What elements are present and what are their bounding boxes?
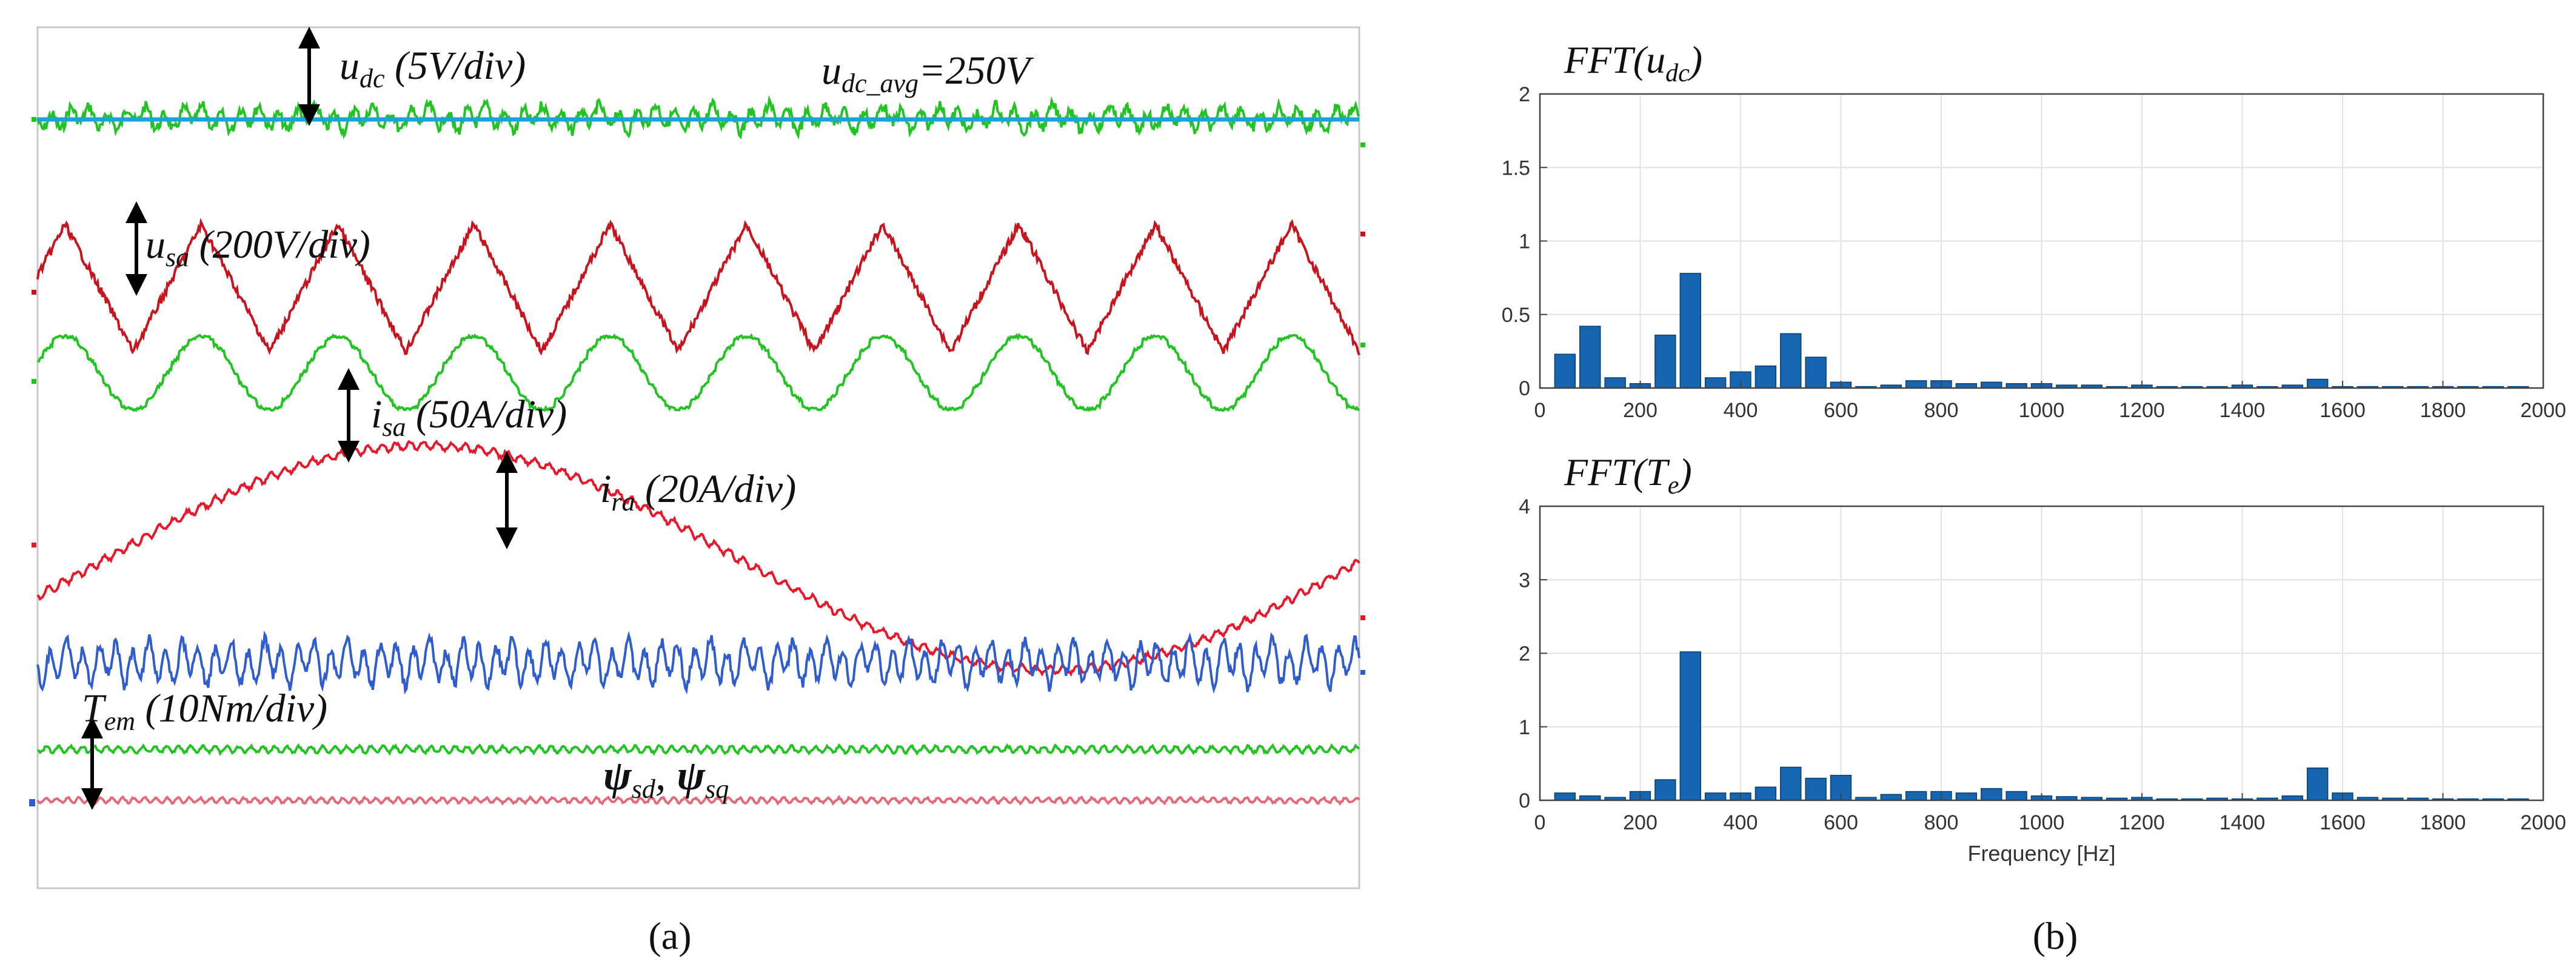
x-tick-label: 1600 bbox=[2320, 399, 2366, 422]
fft-bar bbox=[1905, 380, 1927, 389]
fft-bar bbox=[1554, 792, 1576, 801]
fft-bar bbox=[1955, 792, 1978, 801]
scope-edge-marker bbox=[1360, 670, 1365, 675]
chart-title: FFT(udc) bbox=[1564, 38, 1702, 87]
x-tick-label: 400 bbox=[1724, 399, 1758, 422]
x-tick-label: 1400 bbox=[2220, 399, 2266, 422]
x-tick-label: 1600 bbox=[2320, 811, 2366, 834]
y-tick-label: 3 bbox=[1519, 569, 1530, 592]
x-tick-label: 800 bbox=[1924, 399, 1959, 422]
oscilloscope-panel: udc (5V/div) udc_avg=250V usa (200V/div)… bbox=[29, 26, 1365, 957]
ira-trace bbox=[36, 440, 1360, 677]
y-tick-label: 1.5 bbox=[1502, 156, 1530, 179]
fft-bar bbox=[1679, 273, 1701, 389]
fft-bar bbox=[1654, 779, 1676, 801]
fft-bar bbox=[1755, 365, 1777, 389]
fft-chart-1: 0 200 400 600 800 1000 1200 1400 1600 1800 2000 0 0.… bbox=[1502, 38, 2566, 422]
scope-frame bbox=[36, 26, 1360, 889]
x-tick-label: 400 bbox=[1724, 811, 1758, 834]
phase-voltage-trace bbox=[36, 333, 1360, 412]
x-tick-label: 1200 bbox=[2119, 811, 2165, 834]
x-tick-label: 600 bbox=[1824, 811, 1858, 834]
psi-trace bbox=[36, 794, 1360, 806]
fft-bar bbox=[1679, 651, 1701, 801]
x-tick-label: 1400 bbox=[2220, 811, 2266, 834]
x-tick-label: 0 bbox=[1534, 811, 1546, 834]
x-tick-label: 0 bbox=[1534, 399, 1546, 422]
fft-bar bbox=[1981, 381, 2002, 389]
fft-bar bbox=[1704, 377, 1727, 389]
x-tick-label: 600 bbox=[1824, 399, 1858, 422]
fft-chart-2: 0 200 400 600 800 1000 1200 1400 1600 1800 2000 0 1 2… bbox=[1519, 450, 2566, 866]
x-tick-label: 1800 bbox=[2420, 811, 2466, 834]
udc-avg-label: udc_avg=250V bbox=[821, 49, 1034, 98]
usa-trace bbox=[36, 218, 1360, 356]
y-tick-label: 1 bbox=[1519, 230, 1530, 253]
y-tick-label: 4 bbox=[1519, 495, 1530, 518]
fft-bar bbox=[1780, 333, 1802, 389]
fft-bar bbox=[1805, 777, 1827, 801]
fft-bar bbox=[1755, 786, 1777, 801]
x-tick-label: 1000 bbox=[2019, 811, 2065, 834]
usa-label: usa (200V/div) bbox=[146, 223, 370, 272]
caption-a: (a) bbox=[648, 914, 691, 957]
scope-edge-marker bbox=[1360, 615, 1365, 620]
fft-panel: 0 200 400 600 800 1000 1200 1400 1600 1800 200000.… bbox=[1502, 38, 2566, 866]
scope-edge-marker bbox=[32, 117, 36, 122]
y-tick-label: 0.5 bbox=[1502, 304, 1530, 327]
fft-bar bbox=[1654, 334, 1676, 389]
tem-label: Tem (10Nm/div) bbox=[82, 686, 327, 736]
y-tick-label: 2 bbox=[1519, 643, 1530, 666]
fft-bar bbox=[1880, 794, 1902, 801]
x-axis-label: Frequency [Hz] bbox=[1967, 841, 2115, 866]
x-tick-label: 200 bbox=[1623, 399, 1658, 422]
fft-bar bbox=[2306, 378, 2329, 389]
y-tick-label: 0 bbox=[1519, 789, 1530, 812]
x-tick-label: 800 bbox=[1924, 811, 1959, 834]
y-tick-label: 2 bbox=[1519, 83, 1530, 106]
fft-bar bbox=[1805, 356, 1827, 389]
x-tick-label: 1000 bbox=[2019, 399, 2065, 422]
current-ripple-trace bbox=[36, 630, 1360, 695]
fft-bar bbox=[1905, 791, 1927, 801]
x-tick-label: 200 bbox=[1623, 811, 1658, 834]
scope-edge-marker bbox=[1360, 142, 1365, 147]
chart-title: FFT(Te) bbox=[1564, 450, 1692, 500]
ira-label: ira (20A/div) bbox=[600, 467, 796, 517]
scope-edge-marker bbox=[1360, 343, 1365, 347]
psi-labels: ψsd, ψsq bbox=[603, 752, 729, 804]
udc-trace bbox=[36, 95, 1360, 140]
scope-edge-marker bbox=[1360, 232, 1365, 236]
x-tick-label: 2000 bbox=[2520, 811, 2566, 834]
scope-traces bbox=[36, 95, 1360, 806]
udc-label: udc (5V/div) bbox=[340, 44, 526, 93]
x-tick-label: 1200 bbox=[2119, 399, 2165, 422]
fft-bar bbox=[1780, 766, 1802, 801]
x-tick-label: 1800 bbox=[2420, 399, 2466, 422]
fft-bar bbox=[2006, 791, 2027, 801]
fft-bar bbox=[1704, 792, 1727, 801]
scope-edge-marker bbox=[32, 379, 36, 384]
scope-edge-marker bbox=[29, 799, 35, 806]
fft-bar bbox=[1604, 377, 1626, 389]
y-tick-label: 0 bbox=[1519, 377, 1530, 400]
scope-edge-marker bbox=[32, 543, 36, 547]
fft-bar bbox=[1554, 353, 1576, 389]
scope-edge-marker bbox=[32, 290, 36, 295]
fft-bar bbox=[1981, 788, 2002, 801]
tem-trace bbox=[37, 743, 1360, 756]
fft-bar bbox=[1579, 326, 1601, 389]
x-tick-label: 2000 bbox=[2520, 399, 2566, 422]
caption-b: (b) bbox=[2033, 914, 2078, 957]
fft-bar bbox=[2306, 767, 2329, 801]
isa-label: isa (50A/div) bbox=[371, 392, 567, 442]
y-tick-label: 1 bbox=[1519, 716, 1530, 739]
